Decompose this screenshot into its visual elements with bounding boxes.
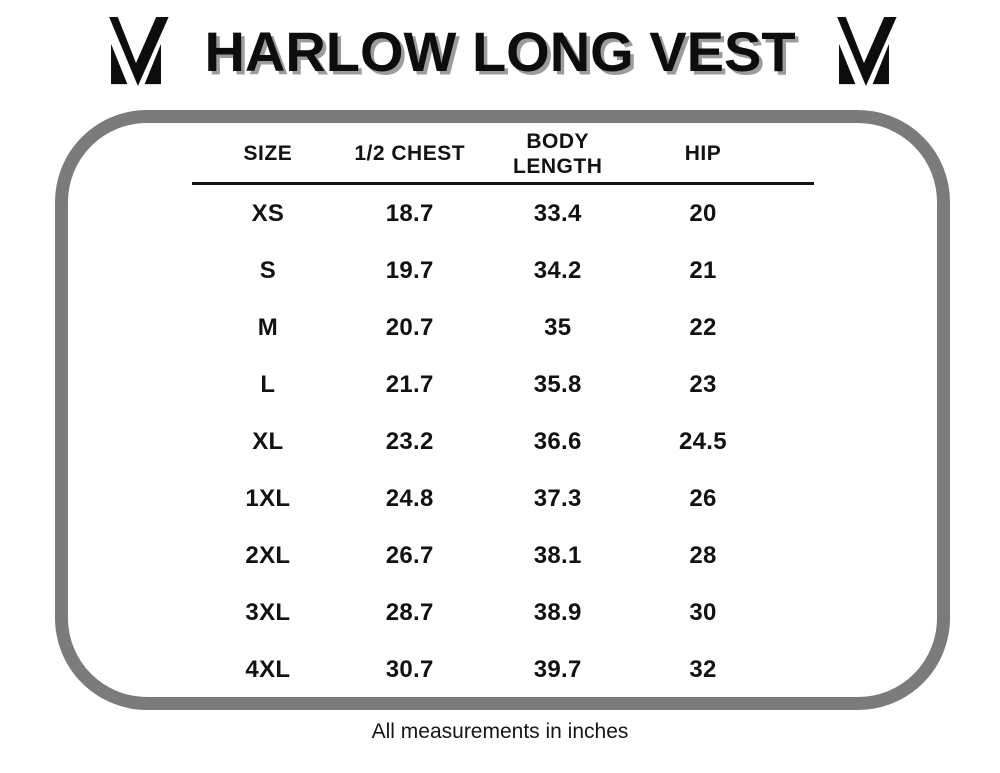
body-length-cell: 36.6 (533, 427, 582, 455)
header-divider (192, 182, 814, 185)
body-length-cell: 37.3 (533, 484, 582, 512)
half-chest-cell: 19.7 (385, 256, 434, 284)
hip-cell: 30 (689, 598, 717, 626)
half-chest-cell: 18.7 (385, 199, 434, 227)
half-chest-cell: 26.7 (385, 541, 434, 569)
size-cell: XL (252, 427, 284, 455)
column-header-hip: HIP (684, 142, 722, 166)
column-header-size: SIZE (243, 142, 293, 166)
half-chest-cell: 28.7 (385, 598, 434, 626)
half-chest-cell: 30.7 (385, 655, 434, 683)
body-length-cell: 35 (544, 313, 572, 341)
column-header-half-chest: 1/2 CHEST (354, 142, 466, 166)
table-header-row: SIZE 1/2 CHEST BODY LENGTH HIP (192, 128, 814, 181)
size-cell: 3XL (245, 598, 291, 626)
m-logo-icon (88, 15, 184, 88)
hip-cell: 23 (689, 370, 717, 398)
size-chart-panel (55, 110, 950, 710)
size-cell: 2XL (245, 541, 291, 569)
hip-cell: 20 (689, 199, 717, 227)
body-length-cell: 38.1 (533, 541, 582, 569)
half-chest-cell: 24.8 (385, 484, 434, 512)
table-body: XS 18.7 33.4 20 S 19.7 34.2 21 M 20.7 35… (192, 185, 814, 698)
half-chest-cell: 23.2 (385, 427, 434, 455)
hip-cell: 24.5 (679, 427, 727, 455)
header: HARLOW LONG VEST (0, 0, 1000, 102)
hip-cell: 28 (689, 541, 717, 569)
hip-cell: 26 (689, 484, 717, 512)
hip-cell: 21 (689, 256, 717, 284)
size-cell: 4XL (245, 655, 291, 683)
size-cell: XS (251, 199, 285, 227)
body-length-cell: 33.4 (533, 199, 582, 227)
m-logo-icon (816, 15, 912, 88)
size-cell: M (257, 313, 279, 341)
size-cell: L (260, 370, 276, 398)
column-header-body-length-label: BODY LENGTH (513, 130, 603, 178)
size-table: SIZE 1/2 CHEST BODY LENGTH HIP XS 18.7 3… (192, 128, 814, 698)
footer-note: All measurements in inches (371, 720, 629, 743)
half-chest-cell: 20.7 (385, 313, 434, 341)
body-length-cell: 39.7 (533, 655, 582, 683)
half-chest-cell: 21.7 (385, 370, 434, 398)
page-title: HARLOW LONG VEST (204, 19, 796, 83)
hip-cell: 22 (689, 313, 717, 341)
column-header-body-length: BODY LENGTH (476, 128, 640, 181)
body-length-cell: 34.2 (533, 256, 582, 284)
hip-cell: 32 (689, 655, 717, 683)
size-cell: 1XL (245, 484, 291, 512)
size-cell: S (259, 256, 277, 284)
body-length-cell: 35.8 (533, 370, 582, 398)
body-length-cell: 38.9 (533, 598, 582, 626)
